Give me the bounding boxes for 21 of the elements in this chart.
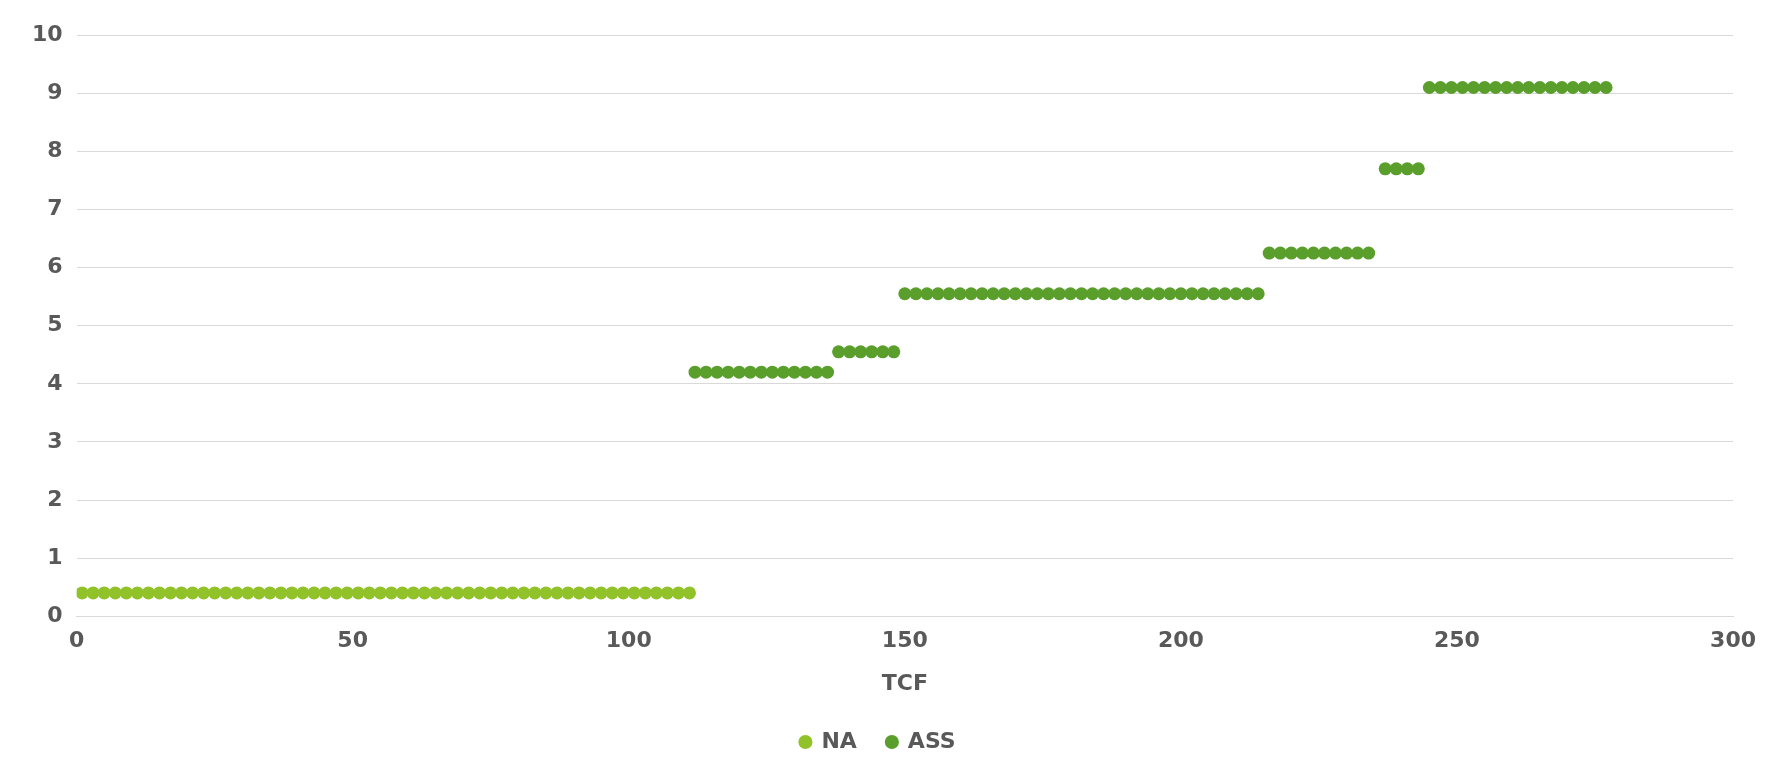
x-tick-label: 250	[1434, 627, 1480, 653]
y-tick-label: 10	[31, 20, 63, 46]
y-tick-label: 6	[47, 253, 63, 279]
legend-label: NA	[821, 727, 857, 753]
y-tick-label: 5	[47, 311, 63, 337]
x-axis-title: TCF	[881, 669, 928, 695]
x-tick-label: 100	[605, 627, 652, 653]
x-tick-label: 200	[1157, 627, 1204, 653]
y-tick-label: 8	[47, 137, 63, 163]
y-tick-label: 2	[47, 485, 63, 511]
x-tick-label: 300	[1710, 627, 1757, 653]
legend-label: ASS	[907, 727, 956, 753]
x-tick-label: 150	[881, 627, 928, 653]
y-tick-label: 9	[47, 79, 63, 105]
y-tick-label: 3	[47, 427, 63, 453]
y-tick-label: 4	[47, 369, 63, 395]
y-tick-label: 1	[47, 543, 63, 569]
x-tick-label: 0	[68, 627, 85, 653]
y-tick-label: 0	[47, 601, 63, 627]
y-tick-label: 7	[47, 195, 63, 221]
x-tick-label: 50	[337, 627, 368, 653]
